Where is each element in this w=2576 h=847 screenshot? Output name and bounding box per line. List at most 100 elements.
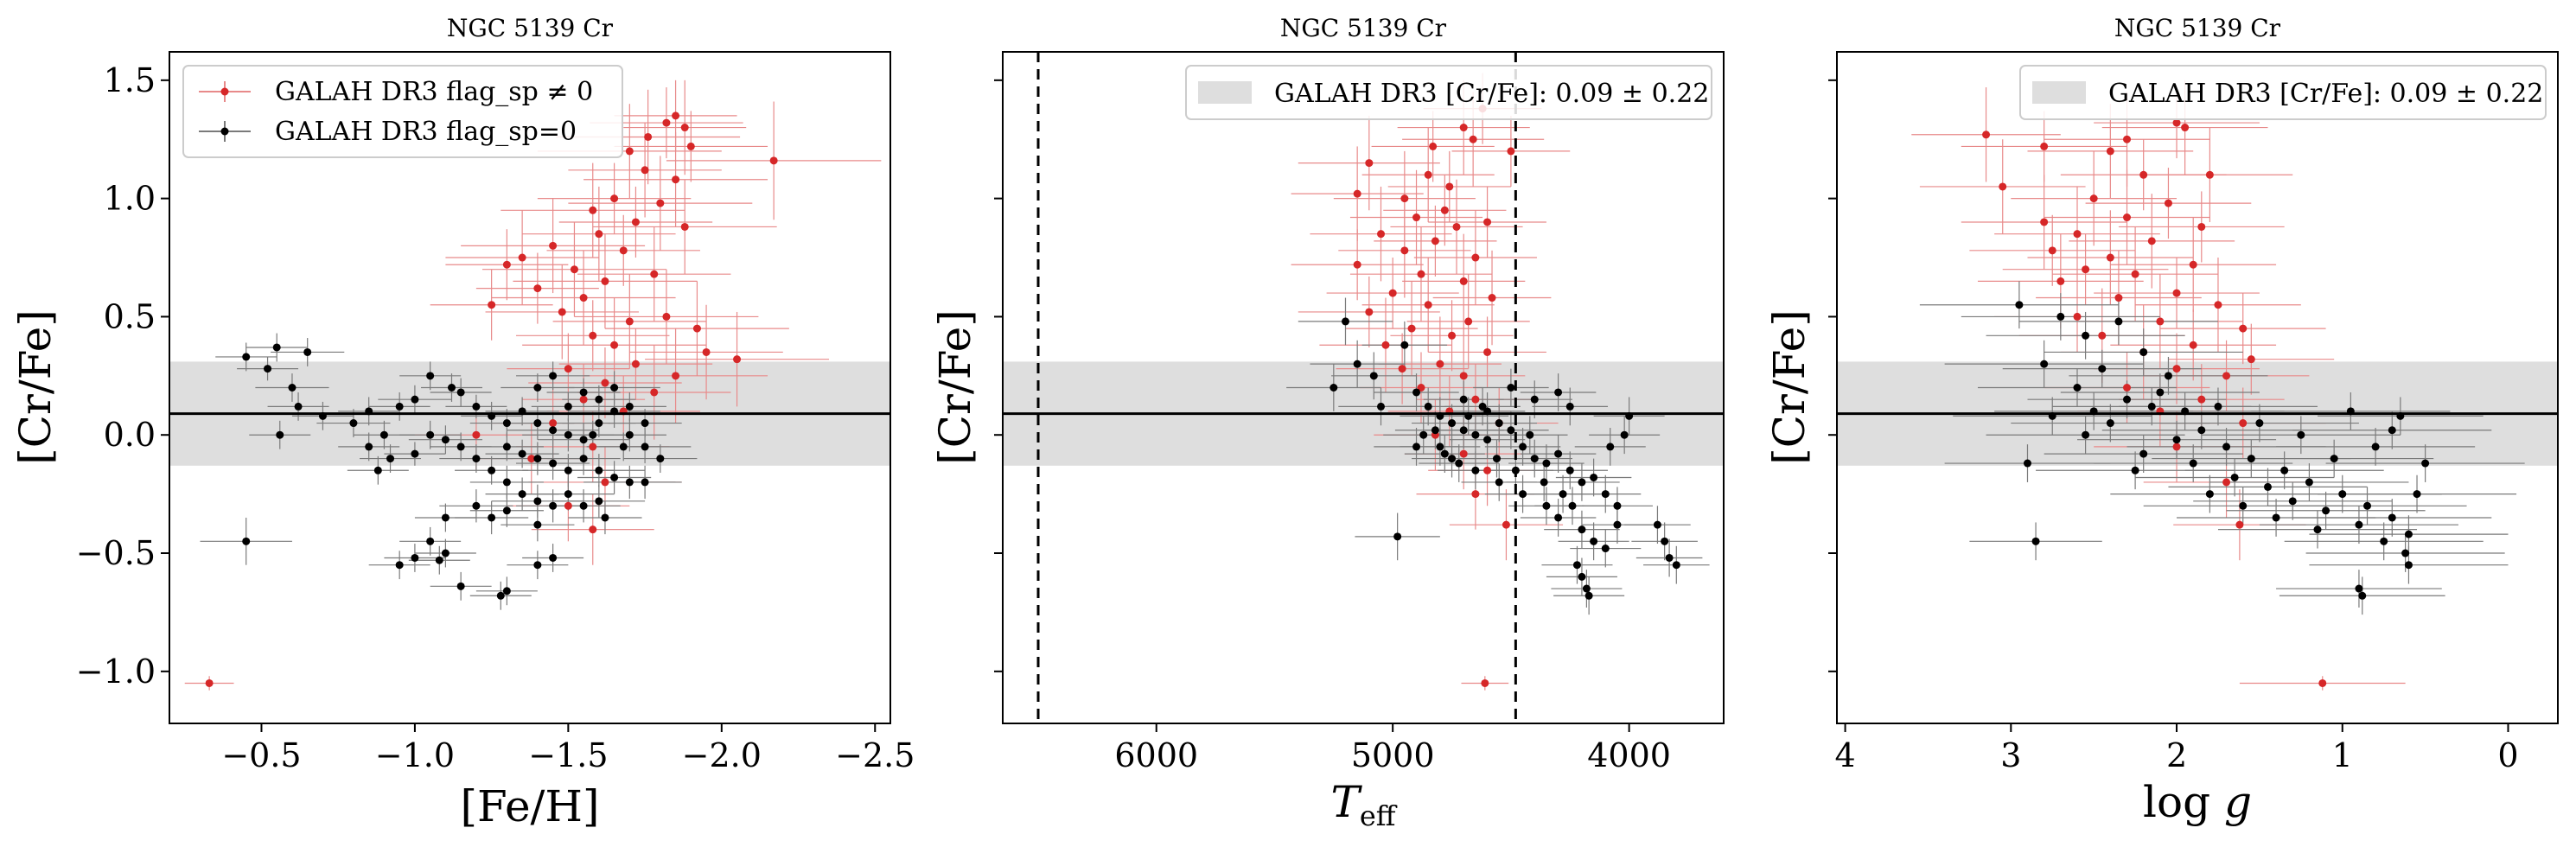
data-point	[1613, 520, 1622, 529]
data-point	[533, 497, 542, 506]
data-point	[2363, 501, 2372, 510]
data-point	[1464, 317, 1473, 326]
data-point	[1572, 561, 1581, 570]
data-point	[589, 331, 597, 340]
data-point	[1483, 347, 1492, 356]
data-point	[2056, 312, 2065, 321]
data-point	[1565, 466, 1574, 474]
data-point	[1448, 331, 1457, 340]
y-axis-label: [Cr/Fe]	[1764, 309, 1814, 465]
data-point	[2181, 124, 2190, 132]
data-point	[2114, 317, 2123, 326]
data-point	[502, 419, 511, 428]
data-point	[2222, 372, 2231, 380]
legend: GALAH DR3 [Cr/Fe]: 0.09 ± 0.22	[1185, 65, 1712, 120]
data-point	[2147, 237, 2156, 245]
data-point	[411, 553, 419, 562]
data-point	[1526, 430, 1534, 439]
data-point	[2139, 170, 2148, 179]
data-point	[595, 230, 603, 239]
data-point	[579, 294, 588, 302]
data-point	[2230, 473, 2239, 481]
data-point	[589, 206, 597, 214]
data-point	[1471, 490, 1480, 499]
data-point	[373, 466, 382, 474]
data-point	[456, 443, 465, 451]
data-point	[1452, 222, 1461, 231]
data-point	[672, 175, 680, 184]
data-point	[601, 513, 609, 522]
data-point	[1483, 218, 1492, 226]
data-point	[2280, 466, 2289, 474]
data-point	[1377, 402, 1386, 411]
data-point	[2247, 355, 2255, 364]
data-point	[2073, 384, 2082, 392]
data-point	[2123, 135, 2132, 143]
data-point	[2222, 443, 2231, 451]
y-tick-label: 0.0	[104, 416, 156, 454]
data-point	[395, 561, 404, 570]
data-point	[2297, 430, 2305, 439]
data-point	[579, 455, 588, 463]
x-tick-label: 5000	[1351, 736, 1435, 774]
data-point	[1530, 395, 1539, 404]
data-point	[2222, 478, 2231, 487]
data-point	[502, 260, 511, 269]
data-point	[641, 478, 649, 487]
panel-teff: 6000 5000 4000 NGC 5139 Cr Teff [Cr/Fe] GA…	[930, 14, 1725, 832]
data-point	[1365, 308, 1374, 316]
data-point	[2197, 395, 2206, 404]
x-axis-label: log g	[2143, 777, 2252, 827]
y-ticks	[994, 79, 1003, 672]
data-point	[441, 436, 450, 444]
x-tick-label: 4000	[1587, 736, 1671, 774]
data-point	[518, 449, 526, 458]
data-point	[2388, 513, 2396, 522]
x-tick-label: 0	[2497, 736, 2518, 774]
data-point	[625, 147, 634, 156]
data-point	[1377, 230, 1386, 239]
data-point	[641, 419, 649, 428]
data-point	[2106, 253, 2114, 262]
data-point	[349, 419, 358, 428]
data-point	[631, 360, 640, 368]
data-point	[2305, 478, 2313, 487]
data-point	[2048, 246, 2056, 255]
data-point	[2040, 142, 2049, 150]
data-point	[518, 490, 526, 499]
data-point	[2272, 513, 2280, 522]
x-axis-label-log: log	[2143, 777, 2224, 827]
data-point	[631, 218, 640, 226]
legend-label: GALAH DR3 [Cr/Fe]: 0.09 ± 0.22	[1274, 79, 1709, 109]
data-point	[1584, 591, 1593, 600]
x-axis-label: [Fe/H]	[460, 781, 599, 831]
data-point	[610, 194, 619, 203]
data-point	[411, 395, 419, 404]
data-point	[1407, 324, 1416, 333]
x-tick-label: −1.5	[528, 736, 608, 774]
data-point	[564, 430, 572, 439]
data-point	[2015, 301, 2024, 309]
data-point	[2172, 436, 2181, 444]
y-ticks	[1828, 79, 1837, 672]
data-point	[692, 324, 701, 333]
data-point	[426, 537, 435, 545]
y-ticks: −1.0 −0.5 0.0 0.5 1.0 1.5	[76, 61, 169, 691]
data-point	[1381, 341, 1390, 349]
data-point	[2098, 331, 2107, 340]
data-point	[549, 372, 558, 380]
x-tick-label: 2	[2166, 736, 2187, 774]
data-point	[1393, 532, 1402, 541]
data-point	[2239, 501, 2248, 510]
data-point	[2318, 678, 2327, 687]
data-point	[533, 561, 542, 570]
data-point	[1542, 501, 1551, 510]
y-axis-label: [Cr/Fe]	[930, 309, 980, 465]
data-point	[1445, 182, 1454, 191]
data-point	[579, 436, 588, 444]
data-point	[2040, 218, 2049, 226]
data-point	[1502, 520, 1510, 529]
data-point	[456, 388, 465, 397]
data-point	[1590, 537, 1598, 545]
data-point	[2147, 402, 2156, 411]
